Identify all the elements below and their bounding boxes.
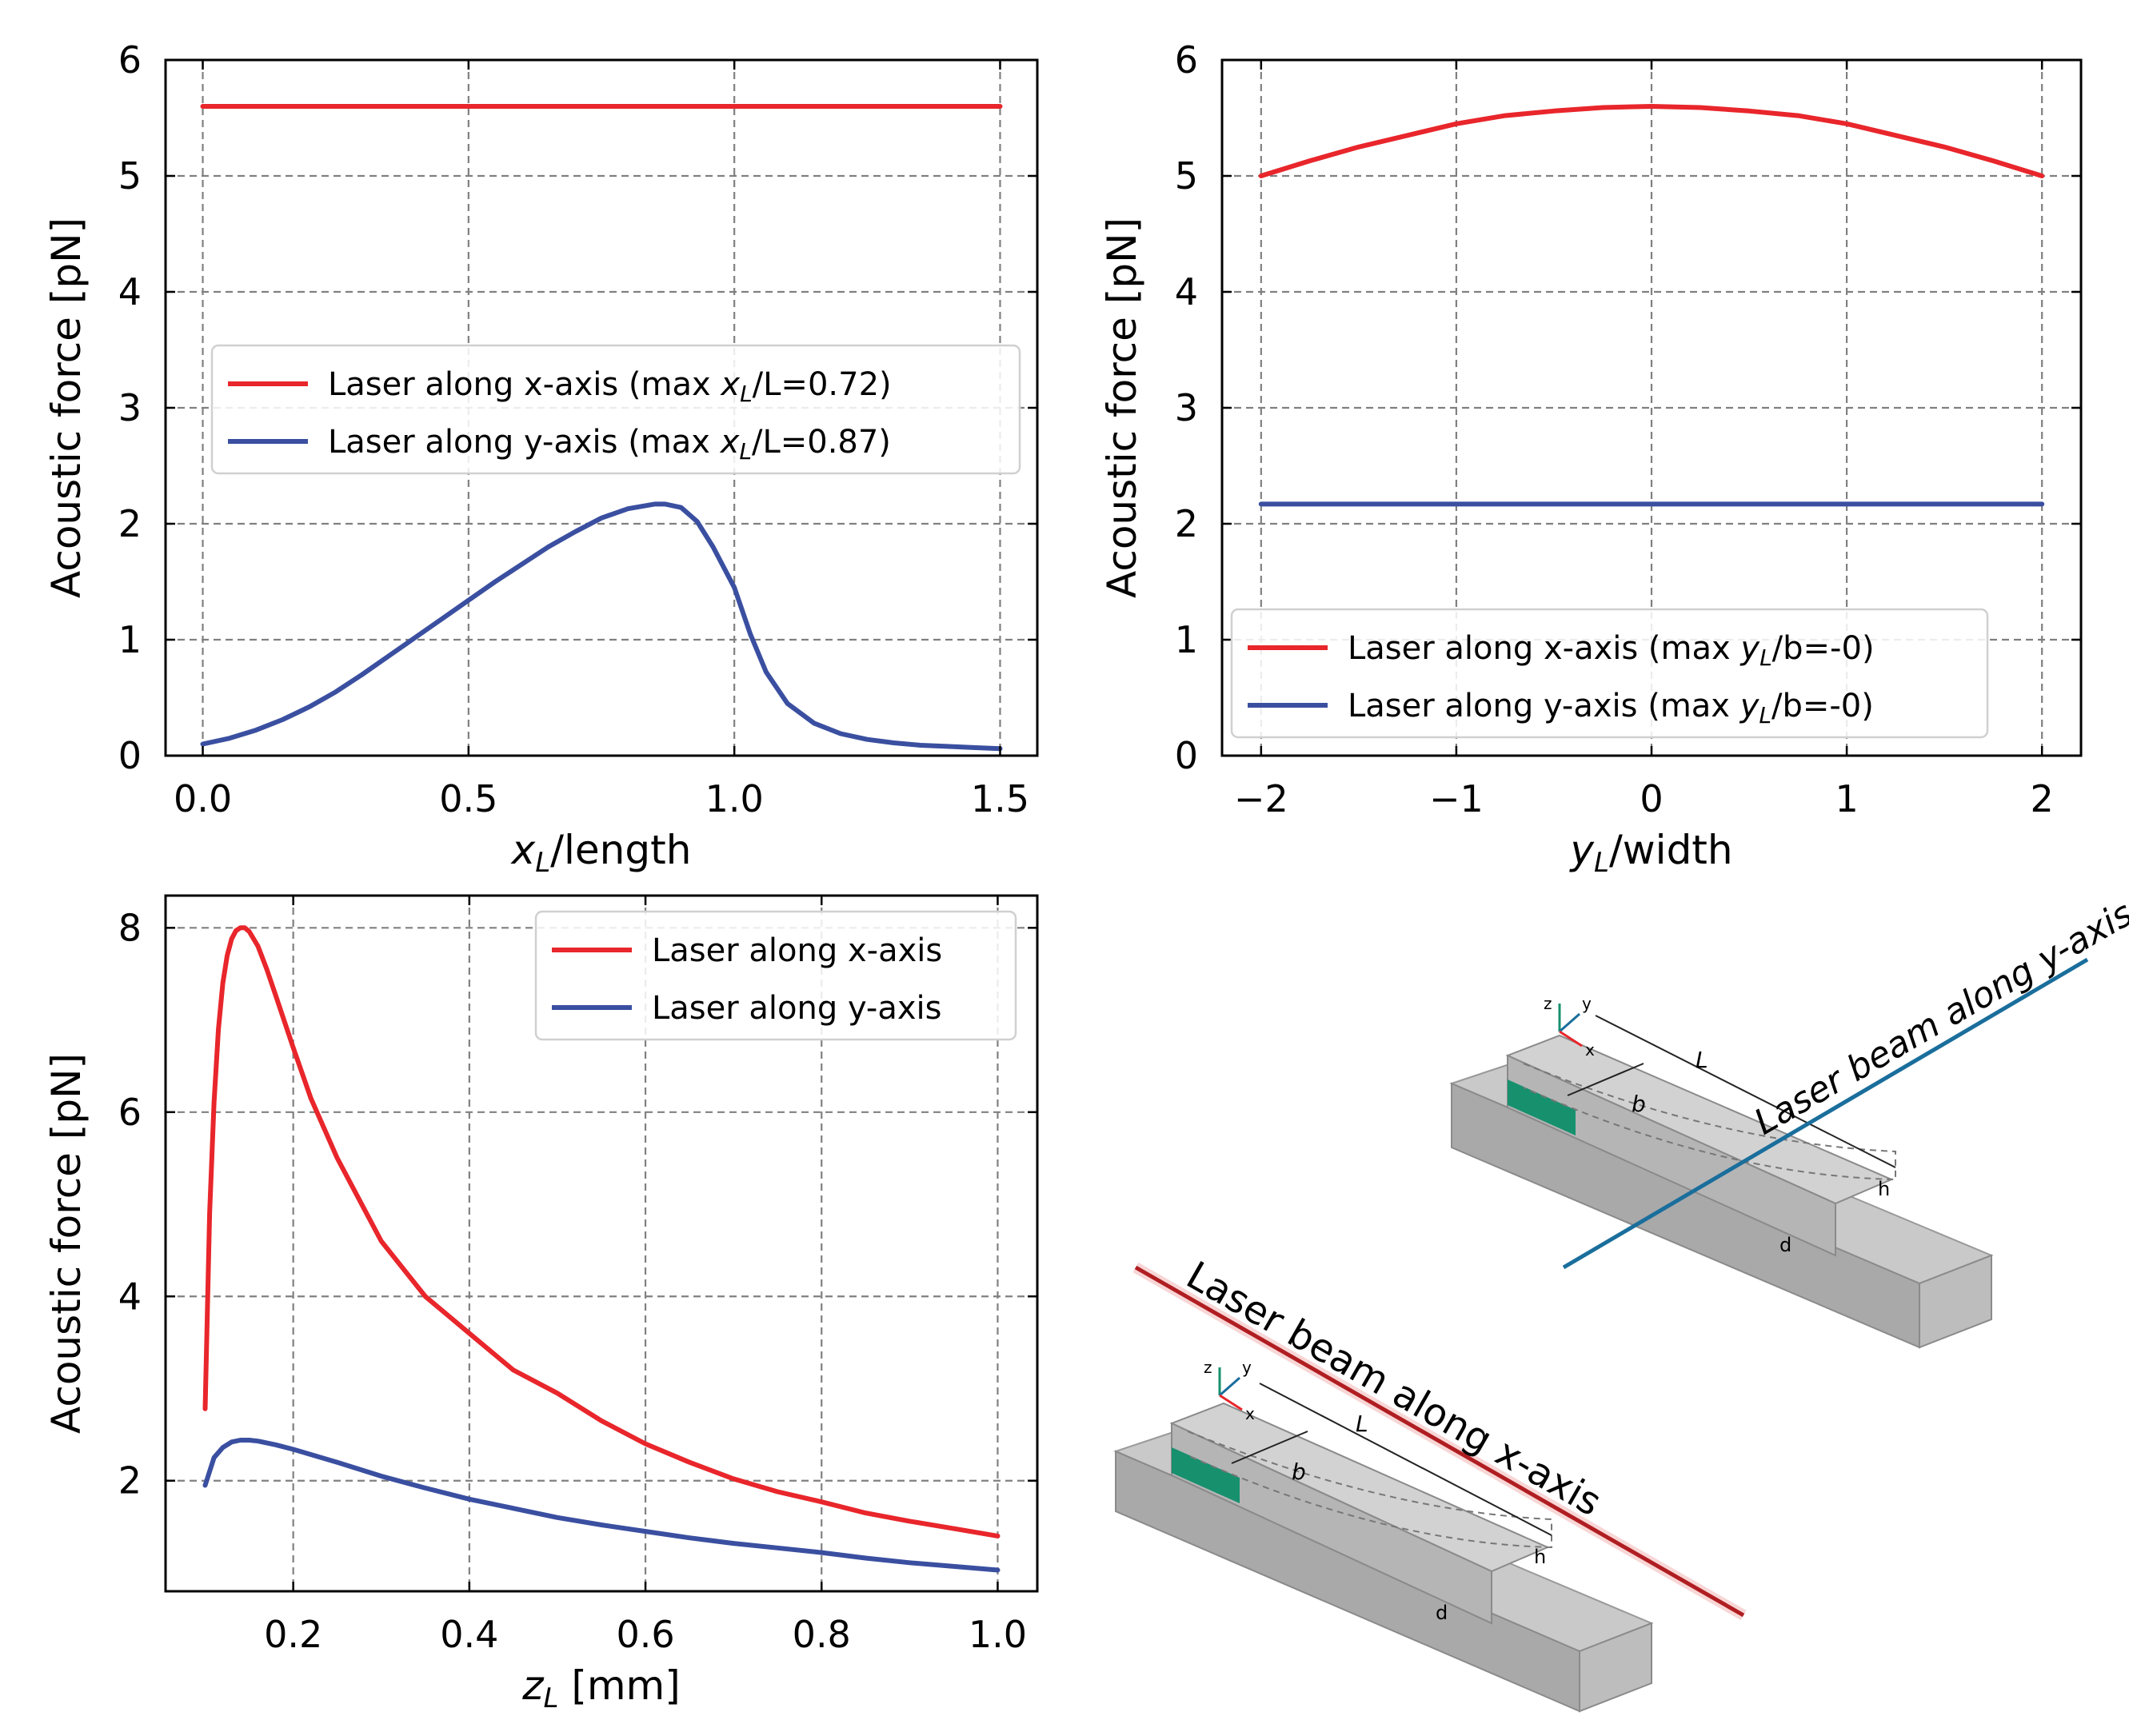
y-tick-label: 3 xyxy=(118,386,142,429)
dim-line-b-top xyxy=(1567,1063,1644,1096)
legend: Laser along x-axis (max yL/b=-0) Laser al… xyxy=(1230,608,1989,739)
axis-label-y: y xyxy=(1242,1358,1252,1377)
x-tick-label: 0 xyxy=(1640,777,1663,820)
axis-label-x: x xyxy=(1585,1040,1595,1060)
x-tick-label: 2 xyxy=(2031,777,2054,820)
y-tick-label: 3 xyxy=(1175,386,1198,429)
series-line-blue xyxy=(200,501,1003,752)
cantilever-bottom: L b h d z y x Laser beam along x-axis xyxy=(1113,1253,1747,1713)
x-tick-label: 0.2 xyxy=(264,1613,322,1656)
cantilever-top: L b h d z y x Laser beam along y-axis xyxy=(1449,893,2129,1349)
series-line-red xyxy=(1258,104,2045,178)
y-tick-label: 4 xyxy=(118,1275,142,1318)
series-line-red xyxy=(202,925,1001,1538)
cantilever-diagram: L b h d z y x Laser beam along y-axis xyxy=(1113,893,2129,1713)
y-tick-label: 1 xyxy=(118,618,142,661)
x-tick-label: 1.0 xyxy=(969,1613,1027,1656)
x-axis-label: zL [mm] xyxy=(521,1662,681,1714)
x-tick-label: 0.6 xyxy=(616,1613,674,1656)
x-tick-label: 1.5 xyxy=(971,777,1029,820)
y-tick-label: 5 xyxy=(118,154,142,198)
laser-beam-y xyxy=(1562,957,2089,1270)
laser-label-y: Laser beam along y-axis xyxy=(1748,893,2129,1143)
y-tick-label: 6 xyxy=(1175,38,1198,82)
dim-label-h: h xyxy=(1878,1178,1890,1200)
axis-label-z: z xyxy=(1204,1358,1212,1377)
y-axis-label: Acoustic force [pN] xyxy=(43,1053,90,1434)
x-tick-label: 0.4 xyxy=(440,1613,498,1656)
y-tick-label: 0 xyxy=(118,734,142,777)
dim-label-L: L xyxy=(1696,1047,1708,1073)
chart-top-right: −2 −1 0 1 2 0 1 2 3 4 5 6 Acoustic force [pN] yL/wi… xyxy=(1099,38,2083,879)
axis-label-y: y xyxy=(1582,994,1592,1013)
dim-label-b: b xyxy=(1292,1459,1306,1485)
x-tick-label: −1 xyxy=(1429,777,1484,820)
deflection-outline-top xyxy=(1523,1063,1896,1181)
legend: Laser along x-axis (max xL/L=0.72) Laser … xyxy=(210,344,1021,475)
legend-box xyxy=(1230,608,1989,739)
legend-label: Laser along x-axis (max yL/b=-0) xyxy=(1348,630,1875,671)
x-tick-label: 1.0 xyxy=(705,777,764,820)
y-tick-label: 6 xyxy=(118,1091,142,1134)
axis-y-bottom xyxy=(1219,1376,1240,1397)
x-axis-label: yL/width xyxy=(1568,827,1732,879)
axis-label-x: x xyxy=(1245,1404,1255,1423)
base-plate-bottom-side xyxy=(1579,1622,1652,1713)
dim-line-L-top xyxy=(1595,1015,1896,1168)
clamp-top xyxy=(1508,1080,1576,1135)
y-tick-label: 1 xyxy=(1175,618,1198,661)
x-tick-label: 0.0 xyxy=(174,777,232,820)
axis-x-top xyxy=(1559,1030,1583,1048)
y-axis-label: Acoustic force [pN] xyxy=(1099,217,1145,598)
x-tick-label: 0.8 xyxy=(793,1613,851,1656)
axis-label-z: z xyxy=(1544,994,1552,1013)
axis-y-top xyxy=(1559,1012,1580,1033)
y-axis-label: Acoustic force [pN] xyxy=(43,217,90,598)
y-tick-label: 5 xyxy=(1175,154,1198,198)
legend-label: Laser along y-axis (max xL/L=0.87) xyxy=(328,424,891,465)
x-axis-label: xL/length xyxy=(510,827,692,879)
series-line-blue xyxy=(202,1438,1001,1573)
y-tick-label: 0 xyxy=(1175,734,1198,777)
y-tick-label: 2 xyxy=(1175,502,1198,545)
y-tick-label: 4 xyxy=(118,270,142,313)
legend-label: Laser along y-axis (max yL/b=-0) xyxy=(1348,688,1874,728)
legend-label: Laser along x-axis xyxy=(652,932,942,969)
legend-label: Laser along y-axis xyxy=(652,990,942,1027)
base-plate-top-side xyxy=(1919,1254,1992,1349)
clamp-bottom xyxy=(1172,1447,1240,1503)
dim-label-d: d xyxy=(1436,1602,1448,1624)
legend-label: Laser along x-axis (max xL/L=0.72) xyxy=(328,366,892,407)
y-tick-label: 6 xyxy=(118,38,142,82)
y-tick-label: 4 xyxy=(1175,270,1198,313)
legend: Laser along x-axis Laser along y-axis xyxy=(534,910,1017,1041)
dim-line-L-bottom xyxy=(1259,1383,1552,1536)
legend-box xyxy=(534,910,1017,1041)
laser-beam-x-core xyxy=(1134,1265,1745,1618)
x-tick-label: 1 xyxy=(1835,777,1858,820)
y-tick-label: 2 xyxy=(118,1459,142,1503)
y-tick-label: 8 xyxy=(118,906,142,949)
y-tick-label: 2 xyxy=(118,502,142,545)
legend-box xyxy=(210,344,1021,475)
dim-label-L: L xyxy=(1356,1411,1368,1437)
dim-label-b: b xyxy=(1632,1091,1646,1117)
dim-line-b-bottom xyxy=(1231,1431,1308,1464)
x-tick-label: 0.5 xyxy=(439,777,497,820)
dim-label-h: h xyxy=(1534,1546,1546,1568)
axis-x-bottom xyxy=(1219,1394,1243,1411)
x-tick-label: −2 xyxy=(1234,777,1288,820)
dim-label-d: d xyxy=(1779,1234,1791,1256)
plot-frame xyxy=(164,894,1039,1593)
